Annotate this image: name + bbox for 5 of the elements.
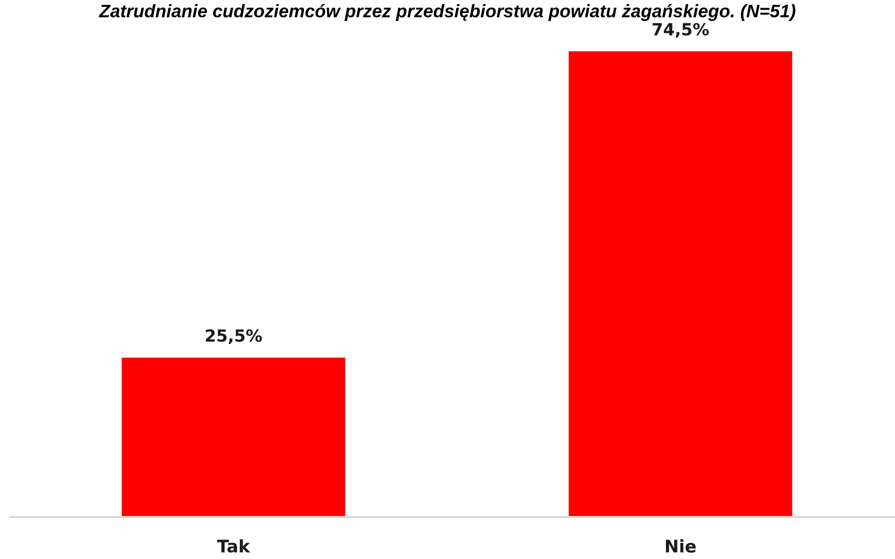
data-label: 25,5% [206, 329, 262, 344]
x-tick-label: Nie [666, 539, 696, 553]
chart-title: Zatrudnianie cudzoziemców przez przedsiębiorstwa powiatu żagańskiego. (N=51) [98, 4, 796, 21]
x-tick-label: Tak [217, 539, 250, 553]
data-label: 74,5% [652, 22, 709, 38]
